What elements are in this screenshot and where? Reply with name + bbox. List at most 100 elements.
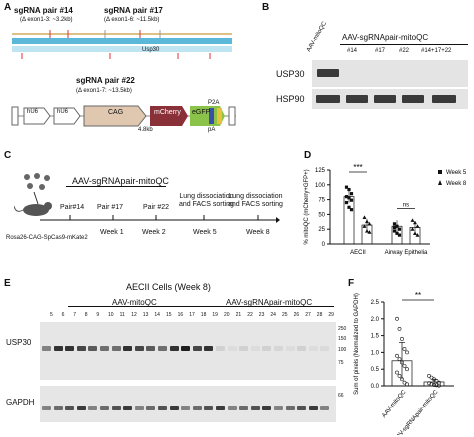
f-point: [434, 379, 439, 383]
blot-e-gapdh-band: [285, 406, 295, 410]
timeline-week8: Week 8: [246, 229, 270, 236]
f-point: [429, 375, 434, 380]
chart-f: 0.0 0.5 1.0 1.5 2.0 2.5 Sum of pixels (Normali…: [354, 291, 454, 435]
blot-e-lane-number: 7: [73, 312, 76, 318]
blot-e-usp30-band: [134, 346, 144, 351]
blot-e-lane-number: 24: [270, 312, 276, 318]
blot-e-gapdh-band: [274, 406, 283, 410]
blot-e-gapdh-band: [158, 406, 167, 410]
d-y-tick-label: 75: [318, 198, 325, 204]
blot-b-lane-14: #14: [347, 48, 358, 54]
blot-e-title: AECII Cells (Week 8): [126, 282, 211, 292]
blot-e-gapdh-band: [146, 406, 156, 410]
blot-e-gapdh-band: [181, 406, 191, 410]
f-point: [405, 350, 409, 355]
f-point: [429, 382, 434, 387]
blot-e-lane-number: 21: [235, 312, 242, 318]
blot-e-lane-number: 10: [108, 312, 114, 318]
f-point: [437, 380, 441, 385]
d-point-week5: [392, 222, 397, 226]
timeline-week5: Week 5: [193, 229, 217, 236]
d-point-week8: [415, 224, 420, 228]
f-point: [432, 383, 436, 387]
mw-75: 75: [338, 360, 344, 366]
f-point: [395, 353, 399, 358]
timeline-event-pair14: Pair#14: [60, 204, 85, 211]
mw-100: 100: [338, 347, 347, 353]
sgrna22-title: sgRNA pair #22: [76, 76, 135, 85]
blot-e-usp30-band: [123, 346, 133, 351]
f-significance-label: **: [415, 291, 421, 300]
d-y-tick-label: 0: [322, 242, 326, 248]
d-point-week5: [395, 231, 399, 235]
blot-b-row-usp30: USP30: [276, 69, 305, 79]
blot-e-lane-number: 28: [316, 312, 323, 318]
d-y-axis-label: % mitoQC (mCherry+GFP+): [304, 169, 310, 244]
blot-e-group1-line: [68, 306, 222, 307]
blot-e-gapdh-band: [88, 406, 98, 410]
f-point: [427, 374, 431, 378]
blot-e-lane-number: 26: [293, 312, 300, 318]
f-point: [427, 381, 431, 386]
d-point-week5: [349, 192, 354, 196]
d-point-week8: [365, 219, 369, 224]
blot-e-usp30-band: [181, 346, 191, 351]
sgrna22-subtitle: (Δ exon1-7: ~13.5kb): [76, 88, 132, 94]
sgrna14-subtitle: (Δ exon1-3: ~3.2kb): [20, 17, 73, 23]
blot-e-usp30-band: [250, 346, 260, 351]
blot-e-lane-number: 8: [84, 312, 88, 318]
blot-e-lane-number: 14: [154, 312, 160, 318]
blot-e-lane-number: 29: [328, 312, 334, 318]
blot-e-lane-number: 22: [247, 312, 253, 318]
d-y-tick-label: 100: [315, 183, 326, 189]
f-y-axis-label: Sum of pixels (Normalized to GAPDH): [354, 293, 360, 395]
f-point: [400, 377, 404, 382]
blot-e-gapdh-band: [65, 406, 75, 410]
blot-e-usp30-band: [320, 346, 330, 351]
panel-e-label: E: [4, 278, 11, 289]
blot-e-lane-number: 18: [200, 312, 207, 318]
blot-e-usp30-band: [285, 346, 295, 351]
d-legend-label: Week 5: [446, 170, 467, 176]
d-point-week5: [397, 227, 402, 231]
panel-f-label: F: [348, 278, 355, 289]
blot-e-gapdh-band: [297, 406, 307, 410]
sgrna17-subtitle: (Δ exon1-6: ~11.5kb): [104, 17, 160, 23]
gene-label-usp30: Usp30: [142, 47, 160, 53]
blot-b-header: AAV-sgRNApair-mitoQC: [342, 33, 429, 42]
f-point: [402, 347, 407, 351]
blot-e-gapdh-band: [320, 406, 330, 410]
blot-e-usp30-band: [262, 346, 272, 351]
f-point: [402, 380, 407, 385]
blot-e-gapdh-band: [76, 406, 86, 410]
blot-e-lane-numbers: 5 6 7 8 9 10 11 12 13 14 15 16 17 18 19 20 21 22 23 24 25 26 2…: [46, 312, 336, 320]
blot-e-lane-number: 25: [282, 312, 288, 318]
d-point-week8: [365, 228, 369, 233]
blot-e-gapdh-band: [308, 406, 318, 410]
d-point-week8: [410, 218, 415, 222]
construct-p2a: P2A: [208, 100, 220, 106]
timeline-event-week8: Lung dissociation and FACS sorting: [228, 193, 283, 208]
construct-hu6-1: hU6: [27, 109, 39, 115]
f-point: [400, 337, 404, 341]
blot-b-row-hsp90: HSP90: [276, 94, 305, 104]
blot-e-usp30: [40, 322, 336, 380]
blot-e-usp30-band: [42, 346, 51, 351]
f-point: [400, 360, 404, 365]
timeline-axis: [40, 215, 280, 223]
d-legend-label: Week 8: [446, 181, 467, 187]
timeline-header: AAV-sgRNApair-mitoQC: [72, 176, 169, 186]
f-point: [402, 363, 407, 368]
blot-e-usp30-band: [227, 346, 237, 351]
f-y-tick-label: 1.0: [371, 350, 380, 356]
f-point: [434, 383, 439, 388]
blot-e-usp30-band: [297, 346, 307, 351]
d-significance-label: ***: [353, 163, 362, 172]
blot-e-gapdh-band: [250, 406, 260, 410]
d-point-week5: [397, 233, 402, 237]
blot-e-usp30-band: [308, 346, 318, 351]
blot-e-gapdh-band: [100, 406, 109, 410]
blot-b-lane-22: #22: [399, 48, 410, 54]
blot-e-usp30-band: [274, 346, 283, 351]
construct-mcherry: mCherry: [154, 109, 181, 116]
